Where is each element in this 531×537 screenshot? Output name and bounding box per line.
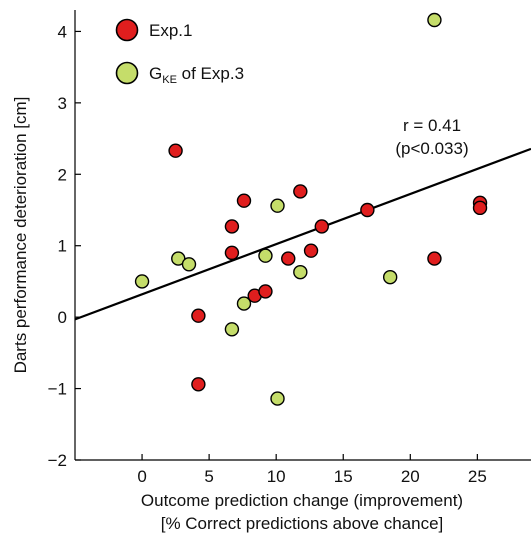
data-point-gke-exp3 — [293, 264, 308, 280]
data-point-gke-exp3 — [382, 269, 398, 285]
data-point-gke-exp3 — [236, 296, 252, 311]
data-point-exp1 — [258, 284, 273, 299]
data-point-exp1 — [303, 243, 319, 258]
legend-marker-exp1 — [115, 18, 139, 42]
x-tick-label: 0 — [137, 467, 146, 486]
data-points — [134, 12, 488, 406]
data-point-gke-exp3 — [258, 248, 273, 263]
legend-marker-gke-exp3 — [115, 61, 139, 85]
y-tick-label: 3 — [58, 94, 67, 113]
p-value-annotation: (p<0.033) — [395, 139, 468, 158]
y-tick-label: 0 — [58, 308, 67, 327]
legend-label-exp1: Exp.1 — [149, 21, 192, 40]
data-point-gke-exp3 — [427, 12, 442, 28]
x-tick-label: 20 — [401, 467, 420, 486]
data-point-exp1 — [191, 377, 206, 392]
x-tick-label: 25 — [468, 467, 487, 486]
x-ticks: 0 5 10 15 20 25 — [137, 454, 487, 486]
data-point-exp1 — [293, 184, 308, 199]
correlation-annotation: r = 0.41 — [403, 116, 461, 135]
data-point-exp1 — [224, 245, 240, 261]
data-point-exp1 — [427, 251, 442, 266]
data-point-exp1 — [281, 251, 296, 266]
data-point-exp1 — [360, 202, 375, 218]
legend: Exp.1 GKE of Exp.3 — [115, 18, 244, 86]
data-point-exp1 — [168, 143, 183, 158]
y-tick-label: 4 — [58, 22, 67, 41]
legend-label-gke-exp3: GKE of Exp.3 — [149, 64, 244, 86]
y-tick-label: 2 — [58, 165, 67, 184]
y-tick-label: 1 — [58, 237, 67, 256]
data-point-exp1 — [191, 308, 206, 323]
regression-line — [74, 147, 531, 321]
data-point-exp1 — [314, 219, 329, 234]
data-point-gke-exp3 — [270, 391, 285, 406]
y-tick-label: −2 — [48, 451, 67, 470]
data-point-gke-exp3 — [270, 198, 285, 213]
data-point-gke-exp3 — [181, 257, 197, 272]
y-ticks: −2 −1 0 1 2 3 4 — [48, 22, 81, 470]
data-point-exp1 — [236, 193, 252, 208]
data-point-gke-exp3 — [134, 274, 150, 289]
x-axis-label-line2: [% Correct predictions above chance] — [161, 514, 444, 533]
x-tick-label: 15 — [334, 467, 353, 486]
x-axis-label-line1: Outcome prediction change (improvement) — [141, 491, 463, 510]
y-axis-label: Darts performance deterioration [cm] — [11, 97, 30, 374]
x-tick-label: 5 — [204, 467, 213, 486]
y-tick-label: −1 — [48, 380, 67, 399]
data-point-exp1 — [472, 200, 488, 216]
data-point-gke-exp3 — [224, 322, 240, 337]
data-point-exp1 — [224, 219, 240, 234]
plot-area: 0 5 10 15 20 25 −2 −1 0 1 2 3 4 — [48, 10, 531, 486]
x-tick-label: 10 — [267, 467, 286, 486]
